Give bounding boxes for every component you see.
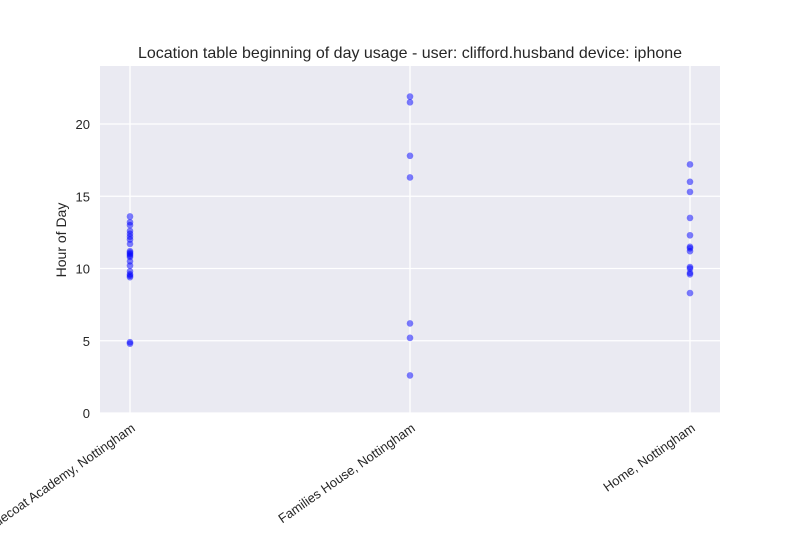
data-point <box>406 174 414 181</box>
y-tick-label: 0 <box>83 406 90 421</box>
data-point <box>126 240 134 248</box>
x-category-label: Families House, Nottingham <box>275 420 417 526</box>
data-point <box>686 178 694 186</box>
data-point <box>686 161 694 168</box>
y-axis-label: Hour of Day <box>53 203 69 278</box>
data-point <box>686 231 694 239</box>
y-tick-label: 15 <box>76 189 90 204</box>
data-points <box>126 93 694 379</box>
y-tick-label: 5 <box>83 334 90 349</box>
x-category-label: Bluecoat Academy, Nottingham <box>0 420 138 536</box>
data-point <box>686 289 694 297</box>
data-point <box>406 152 414 160</box>
data-point <box>126 221 134 229</box>
data-point <box>126 262 134 269</box>
y-axis-ticks: 0 5 10 15 20 <box>76 117 90 421</box>
data-point <box>406 372 414 379</box>
y-tick-label: 10 <box>76 262 90 277</box>
x-category-label: Home, Nottingham <box>600 420 697 494</box>
data-point <box>686 247 694 255</box>
y-tick-label: 20 <box>76 117 90 132</box>
data-point <box>686 188 694 196</box>
data-point <box>126 273 134 281</box>
data-point <box>686 270 694 278</box>
x-axis-categories: Bluecoat Academy, Nottingham Families Hou… <box>0 420 698 536</box>
data-point <box>126 213 134 220</box>
chart-title: Location table beginning of day usage - … <box>138 45 682 62</box>
data-point <box>686 214 694 222</box>
data-point <box>406 99 414 106</box>
data-point <box>406 93 414 100</box>
data-point <box>406 320 414 327</box>
data-point <box>406 334 414 342</box>
data-point <box>126 340 134 347</box>
